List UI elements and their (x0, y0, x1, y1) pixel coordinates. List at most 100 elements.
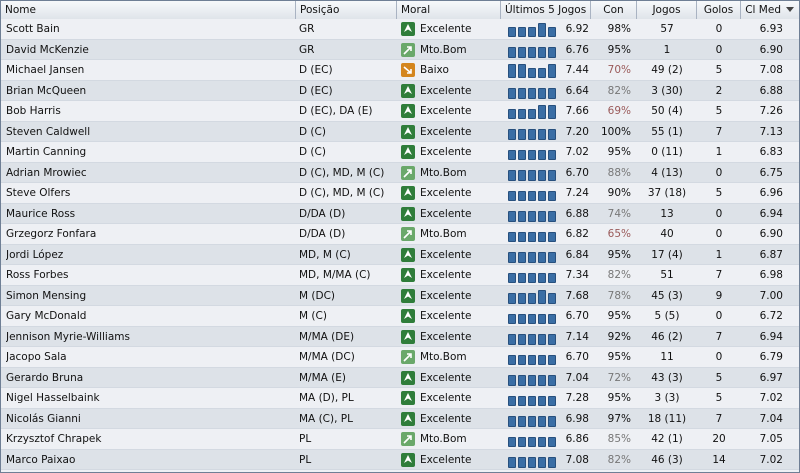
excellent-morale-icon (401, 186, 415, 200)
form-bars (508, 22, 560, 37)
last5-average: 6.64 (565, 84, 589, 97)
form-bars (508, 391, 560, 406)
sort-descending-icon[interactable] (786, 7, 794, 12)
player-name[interactable]: David McKenzie (6, 43, 89, 56)
player-name[interactable]: Nicolás Gianni (6, 412, 81, 425)
player-goals: 0 (715, 228, 723, 240)
player-morale: Excelente (420, 330, 472, 343)
table-row[interactable]: Krzysztof Chrapek PL Mto.Bom 6.86 85% 42 (1) 2… (1, 429, 799, 450)
player-average-rating: 6.98 (759, 269, 783, 281)
player-name[interactable]: Ross Forbes (6, 269, 69, 281)
form-bar (538, 395, 546, 406)
player-name[interactable]: Jennison Myrie-Williams (6, 330, 130, 343)
excellent-morale-icon (401, 391, 415, 405)
table-row[interactable]: Nicolás Gianni MA (C), PL Excelente 6.98 97%… (1, 408, 799, 429)
table-row[interactable]: Grzegorz Fonfara D/DA (D) Mto.Bom 6.82 65% 40… (1, 224, 799, 245)
header-ultimos5[interactable]: Últimos 5 Jogos (501, 1, 591, 19)
last5-average: 7.68 (565, 289, 589, 302)
form-bar (538, 129, 546, 140)
player-name[interactable]: Nigel Hasselbaink (6, 392, 100, 404)
form-bar (528, 375, 536, 386)
player-name[interactable]: Marco Paixao (6, 453, 76, 466)
table-row[interactable]: Michael Jansen D (EC) Baixo 7.44 70% 49 (2) 5 7… (1, 60, 799, 81)
table-row[interactable]: Maurice Ross D/DA (D) Excelente 6.88 74% 13 0 6… (1, 203, 799, 224)
player-name[interactable]: Scott Bain (6, 23, 60, 35)
header-moral[interactable]: Moral (397, 1, 501, 19)
table-row[interactable]: Jennison Myrie-Williams M/MA (DE) Excelent… (1, 326, 799, 347)
good-morale-icon (401, 350, 415, 364)
header-golos[interactable]: Golos (697, 1, 741, 19)
table-row[interactable]: Brian McQueen D (EC) Excelente 6.64 82% 3 (30… (1, 80, 799, 101)
player-condition: 82% (607, 453, 631, 466)
header-nome[interactable]: Nome (1, 1, 296, 19)
player-name[interactable]: Maurice Ross (6, 207, 76, 220)
player-name[interactable]: Simon Mensing (6, 289, 87, 302)
table-row[interactable]: Marco Paixao PL Excelente 7.08 82% 46 (3) 14 7.… (1, 449, 799, 470)
player-name[interactable]: Gary McDonald (6, 310, 87, 322)
player-condition: 78% (607, 289, 631, 302)
player-condition: 92% (607, 330, 631, 343)
player-name[interactable]: Adrian Mrowiec (6, 166, 87, 179)
form-bar (548, 190, 556, 201)
table-row[interactable]: Gerardo Bruna M/MA (E) Excelente 7.04 72% 43 … (1, 367, 799, 388)
form-bar (518, 313, 526, 324)
form-bar (538, 252, 546, 263)
form-bar (548, 252, 556, 263)
table-row[interactable]: Ross Forbes MD, M/MA (C) Excelente 7.34 82% 5… (1, 265, 799, 286)
header-con[interactable]: Con (591, 1, 637, 19)
form-bar (508, 108, 516, 119)
player-name[interactable]: Grzegorz Fonfara (6, 228, 97, 240)
table-row[interactable]: Gary McDonald M (C) Excelente 6.70 95% 5 (5) 0… (1, 306, 799, 327)
player-morale: Excelente (420, 269, 472, 281)
player-name[interactable]: Brian McQueen (6, 84, 87, 97)
player-name[interactable]: Gerardo Bruna (6, 371, 84, 384)
player-name[interactable]: Bob Harris (6, 105, 61, 117)
player-name[interactable]: Michael Jansen (6, 64, 85, 76)
player-goals: 9 (715, 289, 723, 302)
table-row[interactable]: Steve Olfers D (C), MD, M (C) Excelente 7.2… (1, 183, 799, 204)
form-bar (518, 252, 526, 263)
last5-average: 7.34 (565, 269, 589, 281)
form-bar (518, 47, 526, 58)
table-row[interactable]: Adrian Mrowiec D (C), MD, M (C) Mto.Bom 6.7… (1, 162, 799, 183)
player-goals: 0 (715, 310, 723, 322)
player-name[interactable]: Steve Olfers (6, 187, 71, 199)
player-morale: Excelente (420, 84, 472, 97)
form-bar (508, 211, 516, 222)
header-jogos[interactable]: Jogos (637, 1, 697, 19)
player-average-rating: 6.96 (759, 187, 783, 199)
form-bars (508, 268, 560, 283)
player-morale: Mto.Bom (420, 433, 467, 445)
table-row[interactable]: David McKenzie GR Mto.Bom 6.76 95% 1 0 6.90 (1, 39, 799, 60)
last5-average: 6.70 (565, 166, 589, 179)
table-row[interactable]: Jacopo Sala M/MA (DC) Mto.Bom 6.70 95% 11 0 6.7… (1, 347, 799, 368)
player-name[interactable]: Krzysztof Chrapek (6, 433, 102, 445)
form-bar (528, 67, 536, 78)
player-name[interactable]: Steven Caldwell (6, 125, 91, 138)
form-bar (528, 416, 536, 427)
player-appearances: 11 (660, 351, 674, 363)
player-name[interactable]: Jacopo Sala (6, 351, 67, 363)
table-row[interactable]: Bob Harris D (EC), DA (E) Excelente 7.66 69%… (1, 101, 799, 122)
table-row[interactable]: Steven Caldwell D (C) Excelente 7.20 100% 55 … (1, 121, 799, 142)
player-condition: 97% (607, 412, 631, 425)
player-position: M/MA (E) (299, 371, 347, 384)
player-position: D (C), MD, M (C) (299, 166, 385, 179)
player-appearances: 5 (5) (654, 310, 680, 322)
header-clmed[interactable]: Cl Med (745, 4, 781, 16)
form-bar (528, 170, 536, 181)
table-row[interactable]: Scott Bain GR Excelente 6.92 98% 57 0 6.93 (1, 19, 799, 40)
table-row[interactable]: Simon Mensing M (DC) Excelente 7.68 78% 45 (3… (1, 285, 799, 306)
player-average-rating: 6.75 (759, 166, 783, 179)
form-bar (538, 47, 546, 58)
table-row[interactable]: Jordi López MD, M (C) Excelente 6.84 95% 17 (… (1, 244, 799, 265)
table-row[interactable]: Nigel Hasselbaink MA (D), PL Excelente 7.28… (1, 388, 799, 409)
player-name[interactable]: Jordi López (6, 248, 64, 261)
form-bar (528, 47, 536, 58)
form-bars (508, 453, 560, 468)
header-posicao[interactable]: Posição (296, 1, 397, 19)
player-average-rating: 6.79 (759, 351, 783, 363)
form-bar (508, 64, 516, 78)
player-name[interactable]: Martin Canning (6, 146, 87, 158)
table-row[interactable]: Martin Canning D (C) Excelente 7.02 95% 0 (11… (1, 142, 799, 163)
